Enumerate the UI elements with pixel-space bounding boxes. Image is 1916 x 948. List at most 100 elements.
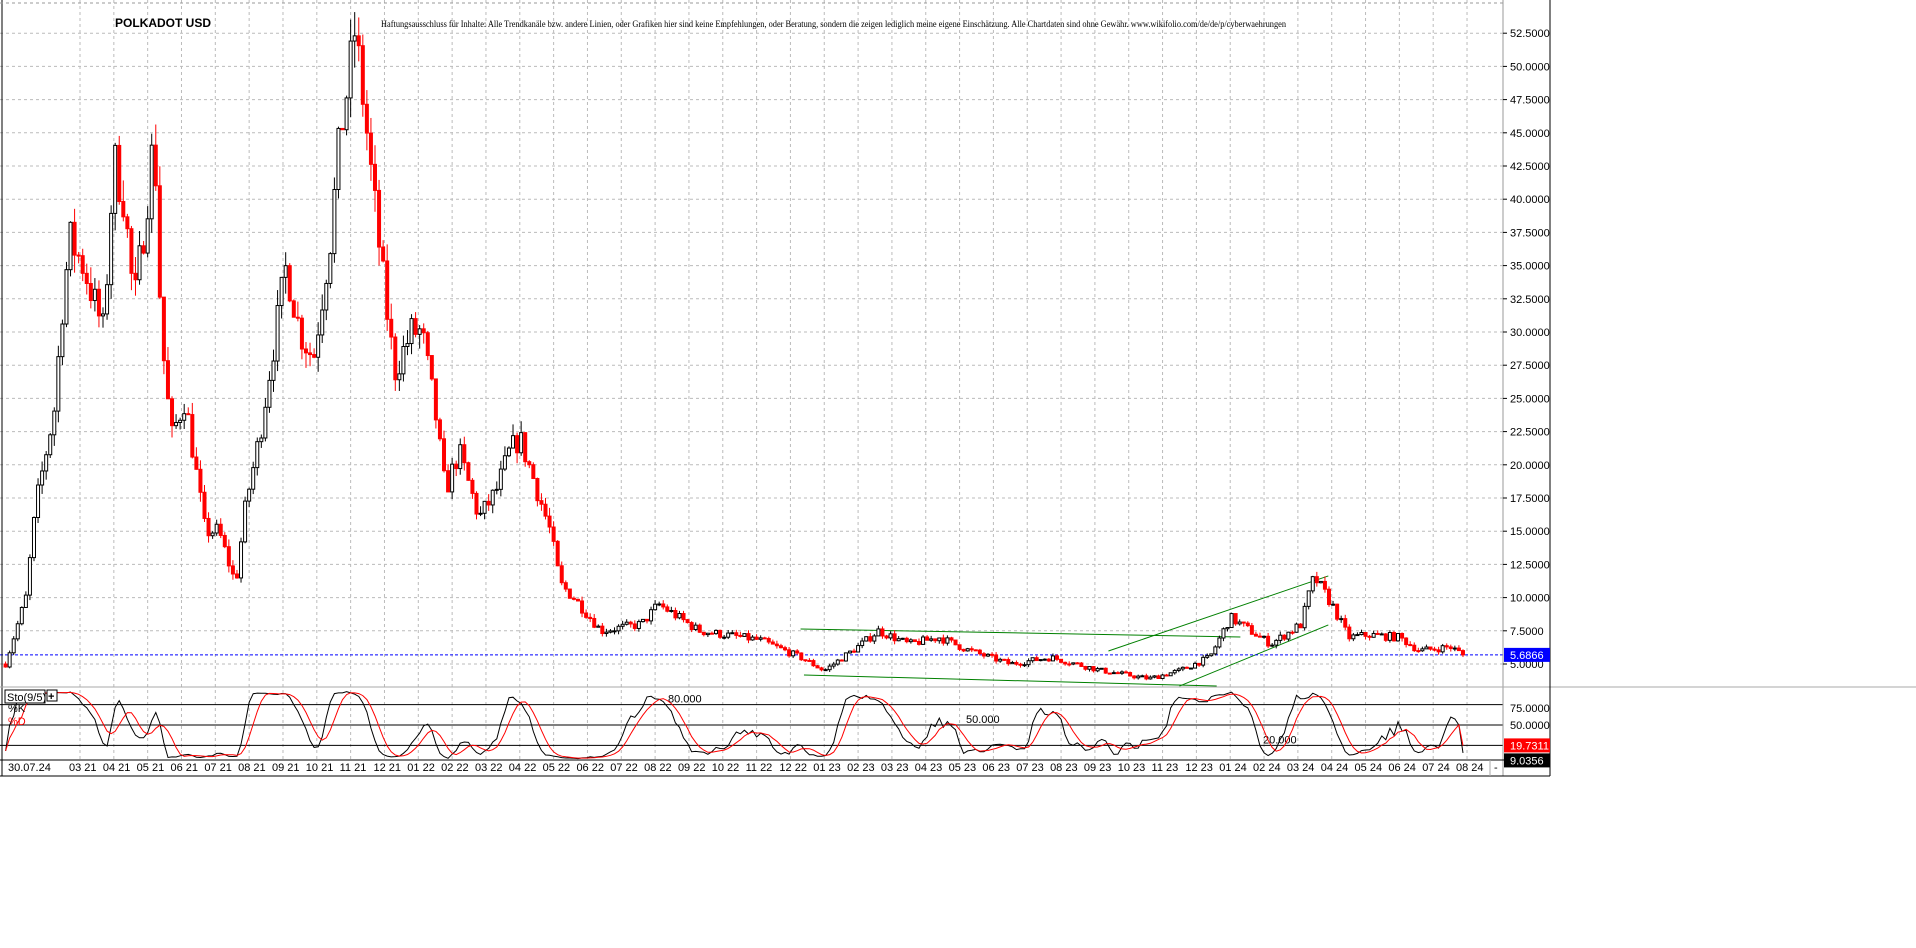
candle-body [527, 461, 532, 466]
candle-body [1318, 580, 1323, 584]
candle-body [3, 663, 8, 668]
y-tick-label: 27.5000 [1510, 360, 1550, 372]
candle-body [1351, 634, 1356, 640]
x-tick-label: 11 23 [1152, 762, 1179, 774]
candle-body [1099, 667, 1104, 670]
candle-body [360, 45, 365, 105]
axes: 5.0000 7.5000 10.0000 12.5000 15.0000 17.5000… [0, 0, 1916, 777]
candle-body [1355, 634, 1360, 637]
trendlines [0, 575, 1503, 687]
candle-body [271, 360, 276, 381]
candle-body [937, 637, 942, 642]
trendline [800, 628, 1241, 638]
x-tick-label: 01 24 [1219, 762, 1247, 774]
x-tick-label: 08 24 [1456, 762, 1484, 774]
candle-body [1331, 603, 1336, 606]
candle-body [547, 515, 552, 528]
candle-body [251, 467, 256, 490]
candle-body [68, 221, 73, 271]
candle-body [52, 410, 57, 436]
candle-body [413, 318, 418, 335]
candle-body [1205, 655, 1210, 658]
add-indicator-button[interactable] [46, 689, 58, 702]
x-tick-label: 11 21 [340, 762, 367, 774]
candle-body [1079, 662, 1084, 667]
candle-body [571, 597, 576, 600]
candle-body [259, 437, 264, 443]
y-tick-label: 50.0000 [1510, 61, 1550, 73]
candle-body [1310, 576, 1315, 592]
x-tick-label: 09 21 [272, 762, 300, 774]
candle-body [129, 228, 134, 274]
candle-body [1180, 666, 1185, 670]
candle-body [174, 421, 179, 427]
y-tick-label: 20.0000 [1510, 460, 1550, 472]
y-tick-label: 10.0000 [1510, 593, 1550, 605]
candle-body [608, 630, 613, 633]
candle-body [377, 189, 382, 248]
candle-body [401, 346, 406, 375]
candle-body [811, 660, 816, 667]
candle-body [1359, 632, 1364, 636]
candle-body [1327, 588, 1332, 606]
candle-body [105, 284, 110, 315]
candle-body [417, 328, 422, 335]
candle-body [482, 500, 487, 514]
stoch-axis-label: 50.0000 [1510, 720, 1550, 732]
candle-body [1059, 658, 1064, 663]
candle-body [368, 132, 373, 165]
candle-body [202, 491, 207, 519]
candle-body [843, 652, 848, 662]
candle-body [76, 254, 81, 257]
y-tick-label: 47.5000 [1510, 95, 1550, 107]
candle-body [746, 633, 751, 641]
candle-body [84, 272, 89, 285]
candle-body [783, 647, 788, 651]
candle-body [263, 406, 268, 439]
candle-body [194, 456, 199, 470]
candle-body [1257, 635, 1262, 638]
candle-body [985, 653, 990, 657]
candle-body [1266, 635, 1271, 647]
candle-body [486, 500, 491, 506]
candle-body [239, 541, 244, 579]
trendline [1108, 575, 1329, 652]
candle-body [1444, 645, 1449, 648]
candle-body [478, 512, 483, 515]
candle-body [640, 618, 645, 623]
candle-body [1087, 666, 1092, 670]
candle-body [778, 645, 783, 649]
candle-body [758, 637, 763, 640]
candle-body [722, 636, 727, 639]
candle-body [1111, 672, 1116, 675]
candle-body [1294, 623, 1299, 633]
candle-body [1379, 633, 1384, 636]
candle-body [616, 625, 621, 632]
candle-body [1006, 659, 1011, 665]
candle-body [198, 468, 203, 493]
candle-body [555, 540, 560, 567]
candle-body [998, 658, 1003, 662]
stoch-d-line [5, 691, 1464, 759]
y-tick-label: 35.0000 [1510, 261, 1550, 273]
candle-body [1290, 631, 1295, 634]
candle-body [600, 625, 605, 635]
candle-body [121, 201, 126, 218]
candle-body [876, 628, 881, 637]
x-tick-label: 06 21 [170, 762, 198, 774]
candle-body [685, 619, 690, 624]
last-price-label: 5.6866 [1510, 650, 1544, 662]
candle-body [1416, 650, 1421, 653]
candle-body [1164, 674, 1169, 677]
candle-body [1408, 644, 1413, 647]
candle-body [839, 659, 844, 662]
candle-body [1034, 657, 1039, 662]
x-tick-label: 05 21 [137, 762, 165, 774]
y-tick-label: 12.5000 [1510, 559, 1550, 571]
candle-body [1396, 632, 1401, 642]
trendline [803, 674, 1217, 687]
candle-body [36, 484, 41, 519]
candle-body [803, 659, 808, 662]
